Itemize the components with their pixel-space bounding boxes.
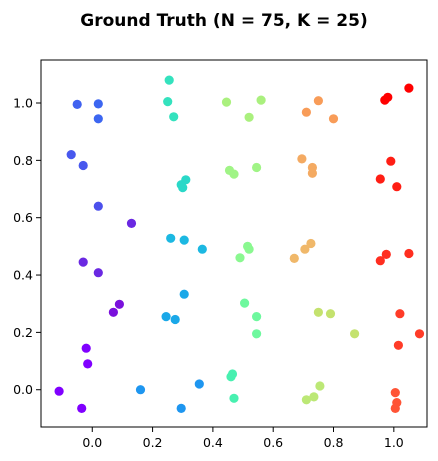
data-point (77, 403, 87, 413)
data-point (93, 114, 103, 124)
data-point (66, 150, 76, 160)
data-point (244, 112, 254, 122)
data-point (256, 95, 266, 105)
y-tick-label: 0.4 (13, 268, 33, 283)
x-tick-label: 0.0 (82, 435, 102, 450)
data-point (313, 96, 323, 106)
data-point (229, 169, 239, 179)
data-point (404, 83, 414, 93)
data-point (197, 244, 207, 254)
data-point (383, 92, 393, 102)
chart-title: Ground Truth (N = 75, K = 25) (80, 11, 367, 31)
data-point (309, 392, 319, 402)
data-point (325, 309, 336, 319)
data-point (179, 289, 189, 299)
data-point (350, 329, 360, 339)
data-point (414, 329, 425, 339)
data-point (176, 403, 186, 413)
data-point (229, 393, 239, 403)
data-point (392, 182, 402, 192)
data-point (72, 99, 82, 109)
y-tick-label: 0.8 (13, 153, 33, 168)
data-point (81, 343, 91, 353)
data-point (386, 156, 396, 166)
x-tick-label: 0.2 (143, 435, 163, 450)
y-axis: 0.0 0.2 0.4 0.6 0.8 1.0 (13, 96, 41, 397)
data-point (300, 244, 310, 254)
data-point (252, 329, 262, 339)
data-point (227, 369, 238, 379)
data-point (221, 97, 232, 107)
data-point (307, 168, 317, 178)
data-point (301, 107, 311, 117)
data-point (381, 249, 391, 259)
data-point (78, 160, 88, 171)
data-point (78, 257, 88, 267)
data-point (395, 309, 405, 319)
data-point (93, 99, 103, 109)
data-point (240, 298, 250, 308)
data-point (179, 235, 189, 245)
data-point (393, 340, 403, 350)
x-tick-label: 0.4 (203, 435, 223, 450)
data-point (306, 238, 316, 249)
data-point (392, 398, 402, 408)
data-point (315, 381, 325, 391)
data-point (301, 395, 311, 405)
data-point (114, 299, 124, 309)
data-point (83, 359, 93, 369)
y-tick-label: 0.0 (13, 382, 33, 397)
data-point (390, 388, 400, 398)
data-point (244, 244, 254, 254)
data-point (297, 154, 307, 164)
data-point (375, 174, 385, 184)
data-point (170, 314, 180, 325)
data-point (126, 218, 137, 228)
points-layer (54, 75, 425, 413)
x-tick-label: 0.8 (324, 435, 344, 450)
data-point (178, 183, 188, 193)
data-point (194, 379, 204, 389)
data-point (164, 75, 174, 85)
x-tick-label: 1.0 (384, 435, 404, 450)
y-tick-label: 0.6 (13, 210, 33, 225)
data-point (289, 253, 299, 263)
data-point (375, 256, 385, 266)
x-tick-label: 0.6 (263, 435, 283, 450)
data-point (252, 162, 262, 173)
data-point (313, 307, 323, 317)
x-axis: 0.0 0.2 0.4 0.6 0.8 1.0 (82, 427, 404, 450)
data-point (252, 312, 262, 322)
data-point (54, 386, 64, 396)
data-point (93, 268, 103, 278)
y-tick-label: 1.0 (13, 96, 33, 111)
data-point (169, 112, 179, 122)
data-point (181, 175, 191, 185)
plot-frame (40, 59, 428, 428)
data-point (93, 201, 103, 211)
data-point (161, 312, 171, 322)
data-point (328, 114, 339, 124)
y-tick-label: 0.2 (13, 325, 33, 340)
data-point (235, 253, 245, 263)
data-point (163, 97, 173, 107)
data-point (166, 233, 176, 243)
data-point (108, 307, 118, 317)
data-point (135, 385, 146, 395)
data-point (404, 248, 414, 259)
